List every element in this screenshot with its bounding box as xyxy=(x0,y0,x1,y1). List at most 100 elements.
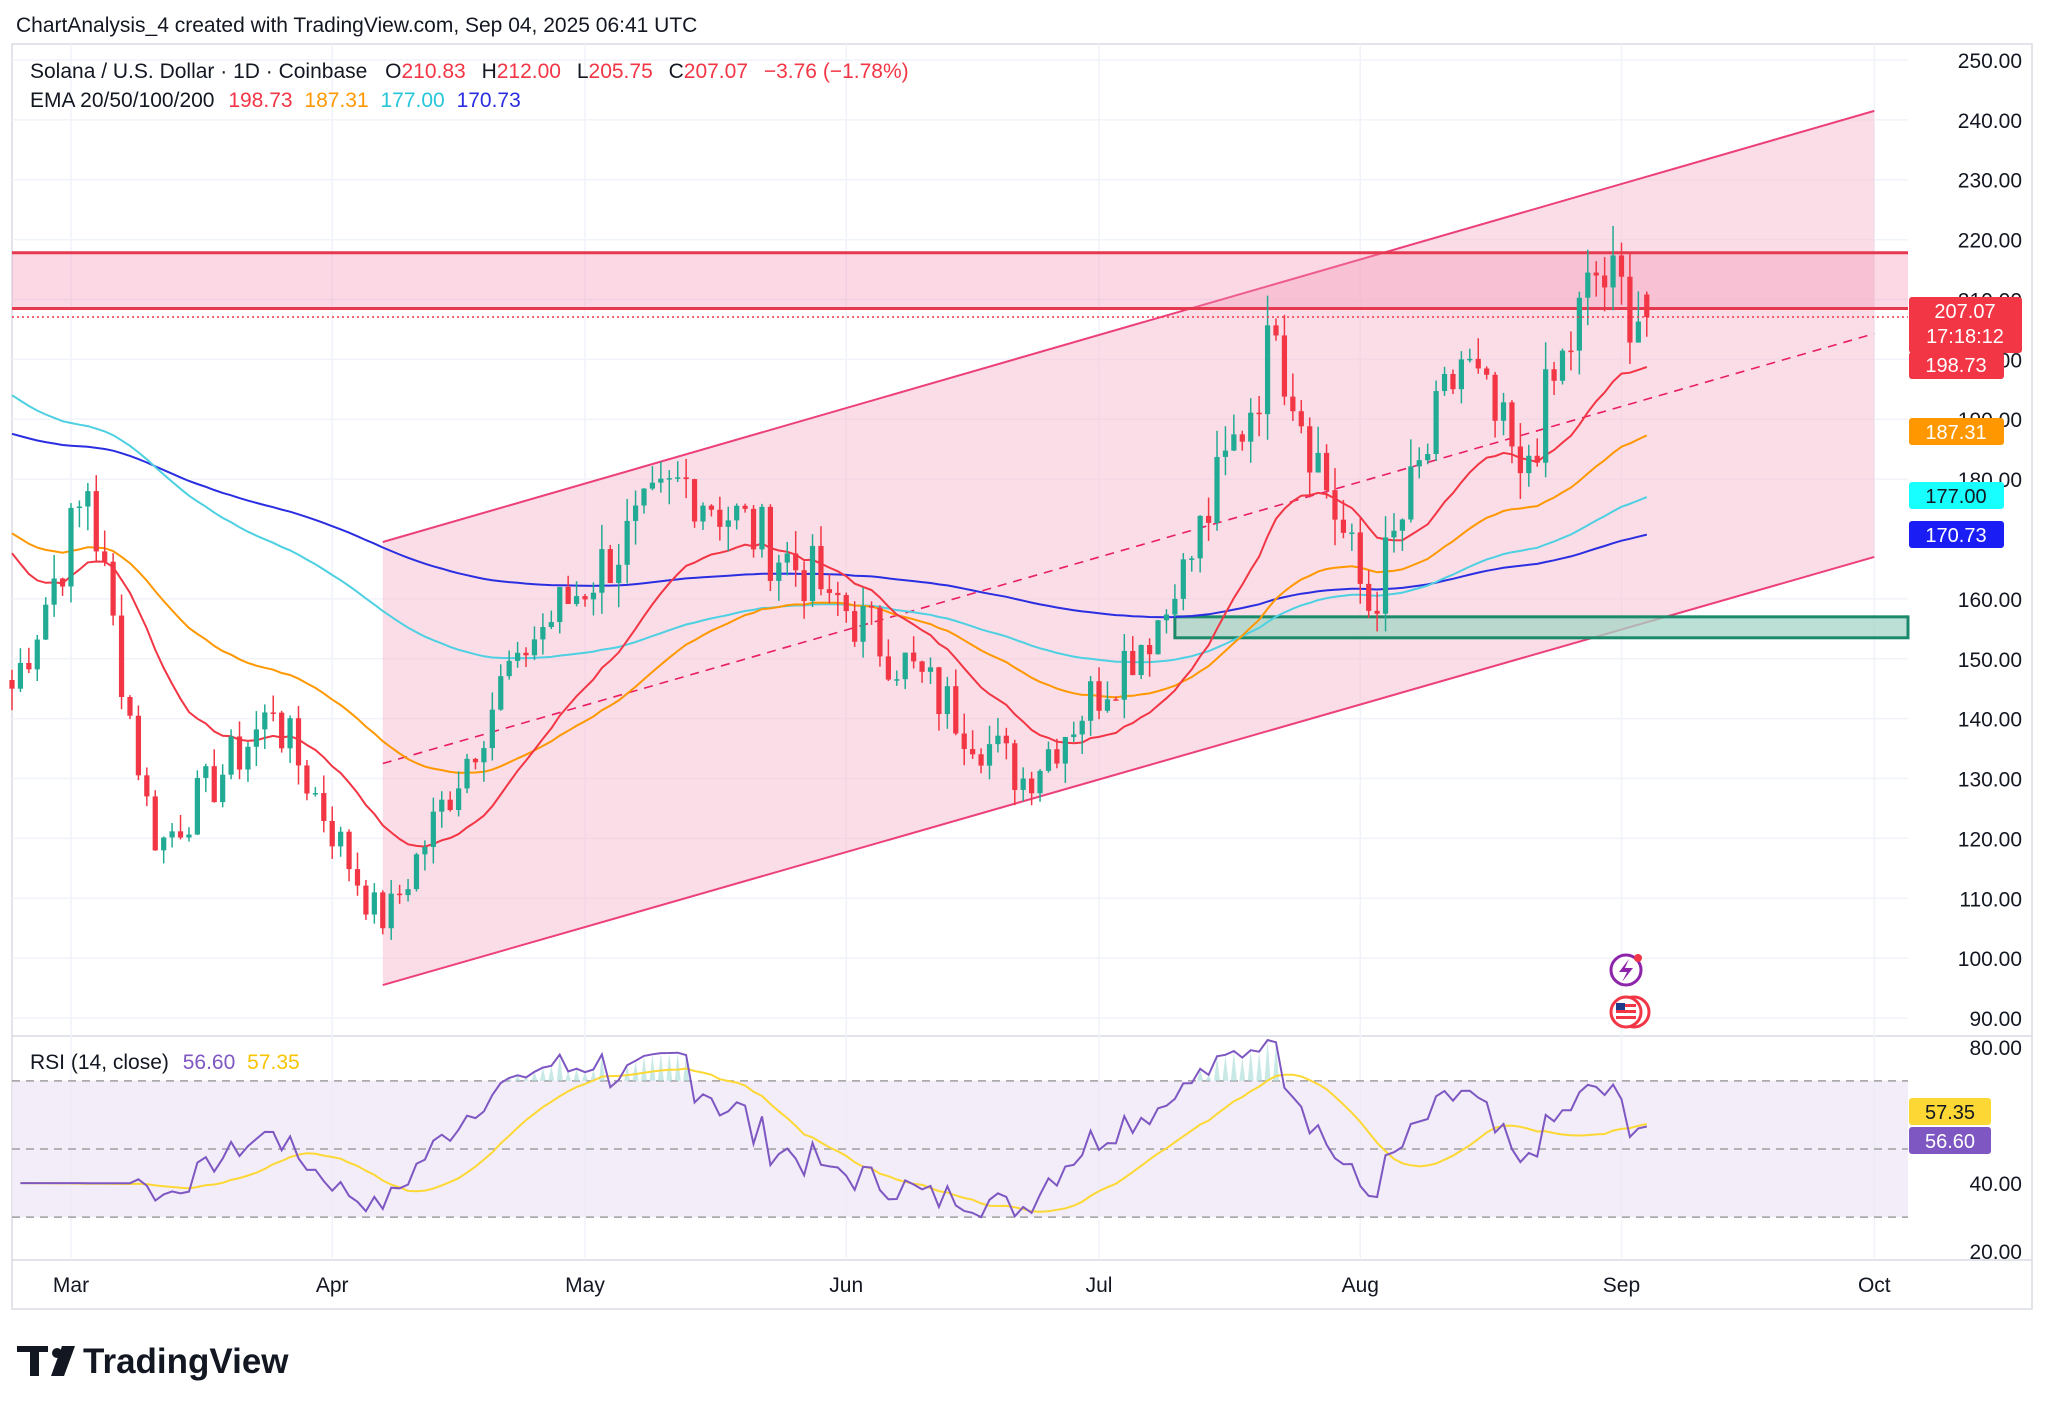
candle-body[interactable] xyxy=(767,506,774,581)
symbol-title[interactable]: Solana / U.S. Dollar · 1D · Coinbase xyxy=(30,60,368,83)
candle-body[interactable] xyxy=(1340,519,1347,533)
candle-body[interactable] xyxy=(1222,450,1229,457)
candle-body[interactable] xyxy=(1214,456,1220,523)
candle-body[interactable] xyxy=(1096,681,1102,711)
candle-body[interactable] xyxy=(953,686,959,734)
candle-body[interactable] xyxy=(843,595,849,612)
candle-body[interactable] xyxy=(346,831,352,870)
candle-body[interactable] xyxy=(279,712,285,749)
candle-body[interactable] xyxy=(447,799,453,811)
candle-body[interactable] xyxy=(1088,681,1094,721)
lightning-event-icon[interactable] xyxy=(1609,953,1643,987)
candle-body[interactable] xyxy=(936,667,942,715)
candle-body[interactable] xyxy=(1492,374,1498,421)
rsi-ma-line[interactable] xyxy=(20,1067,1648,1213)
candle-body[interactable] xyxy=(573,596,580,604)
candle-body[interactable] xyxy=(472,758,479,763)
candle-body[interactable] xyxy=(1568,350,1574,353)
candle-body[interactable] xyxy=(1180,559,1186,599)
candle-body[interactable] xyxy=(1484,368,1490,375)
candle-body[interactable] xyxy=(911,652,917,662)
rsi-line[interactable] xyxy=(20,1038,1648,1219)
candle-body[interactable] xyxy=(599,549,605,593)
candle-body[interactable] xyxy=(860,606,866,642)
candle-body[interactable] xyxy=(169,831,175,838)
candle-body[interactable] xyxy=(1551,369,1557,381)
candle-body[interactable] xyxy=(540,626,546,640)
candle-body[interactable] xyxy=(1172,598,1178,615)
candle-body[interactable] xyxy=(1374,610,1380,614)
candle-body[interactable] xyxy=(565,586,571,604)
candle-body[interactable] xyxy=(776,562,782,581)
candle-body[interactable] xyxy=(118,615,125,697)
candle-body[interactable] xyxy=(262,712,268,730)
candle-body[interactable] xyxy=(868,606,875,608)
support-zone[interactable] xyxy=(1173,615,1910,640)
candle-body[interactable] xyxy=(852,611,858,642)
candle-body[interactable] xyxy=(978,754,984,766)
candle-body[interactable] xyxy=(312,793,318,795)
candle-body[interactable] xyxy=(750,508,757,550)
candle-body[interactable] xyxy=(675,477,681,479)
candle-body[interactable] xyxy=(1012,743,1018,790)
candle-body[interactable] xyxy=(1155,620,1161,655)
candle-body[interactable] xyxy=(1526,455,1532,474)
candle-body[interactable] xyxy=(683,477,689,480)
candle-body[interactable] xyxy=(995,735,1001,745)
candle-body[interactable] xyxy=(413,854,420,890)
time-axis[interactable]: Mar Apr May Jun Jul Aug Sep Oct xyxy=(53,1274,1891,1297)
candle-body[interactable] xyxy=(666,478,672,480)
candle-body[interactable] xyxy=(1205,515,1212,523)
candle-body[interactable] xyxy=(1441,373,1448,392)
candle-body[interactable] xyxy=(1315,452,1321,473)
candle-body[interactable] xyxy=(456,788,462,811)
candle-body[interactable] xyxy=(1323,452,1330,491)
candle-body[interactable] xyxy=(1627,276,1633,343)
candle-body[interactable] xyxy=(371,892,377,915)
candle-body[interactable] xyxy=(691,479,698,522)
candle-body[interactable] xyxy=(759,506,765,550)
candle-body[interactable] xyxy=(220,774,226,803)
candle-body[interactable] xyxy=(59,578,66,587)
candle-body[interactable] xyxy=(927,667,934,672)
ema-label[interactable]: EMA 20/50/100/200 xyxy=(30,89,215,112)
candle-body[interactable] xyxy=(1264,325,1271,415)
candle-body[interactable] xyxy=(1408,466,1414,520)
resistance-zone[interactable] xyxy=(12,252,1908,309)
candle-body[interactable] xyxy=(321,793,327,821)
candle-body[interactable] xyxy=(127,696,133,716)
candle-body[interactable] xyxy=(708,505,715,510)
candle-body[interactable] xyxy=(228,736,234,775)
candle-body[interactable] xyxy=(1104,699,1111,711)
candle-body[interactable] xyxy=(1458,359,1464,390)
candle-body[interactable] xyxy=(194,777,200,835)
candle-body[interactable] xyxy=(919,661,925,672)
candle-body[interactable] xyxy=(245,746,251,770)
candle-body[interactable] xyxy=(388,893,394,929)
candle-body[interactable] xyxy=(329,820,335,847)
candle-body[interactable] xyxy=(885,656,891,680)
candle-body[interactable] xyxy=(902,652,908,680)
candle-body[interactable] xyxy=(1635,321,1641,343)
candle-body[interactable] xyxy=(1416,460,1422,467)
candle-body[interactable] xyxy=(1382,537,1389,614)
candle-body[interactable] xyxy=(287,718,293,749)
rsi-label[interactable]: RSI (14, close) xyxy=(30,1051,169,1074)
candle-body[interactable] xyxy=(961,733,967,750)
candle-body[interactable] xyxy=(632,505,639,521)
candle-body[interactable] xyxy=(363,885,369,915)
candle-body[interactable] xyxy=(1467,358,1473,361)
candle-body[interactable] xyxy=(809,545,816,602)
candle-body[interactable] xyxy=(9,680,15,689)
candle-body[interactable] xyxy=(826,589,832,593)
candle-body[interactable] xyxy=(1113,699,1119,701)
candle-body[interactable] xyxy=(1189,558,1195,560)
candle-body[interactable] xyxy=(405,889,411,896)
candle-body[interactable] xyxy=(481,748,487,763)
candle-body[interactable] xyxy=(742,505,748,509)
candles[interactable] xyxy=(9,225,1650,940)
ema-legend[interactable]: EMA 20/50/100/200 198.73 187.31 177.00 1… xyxy=(30,89,521,113)
candle-body[interactable] xyxy=(26,662,32,670)
candle-body[interactable] xyxy=(700,505,706,522)
